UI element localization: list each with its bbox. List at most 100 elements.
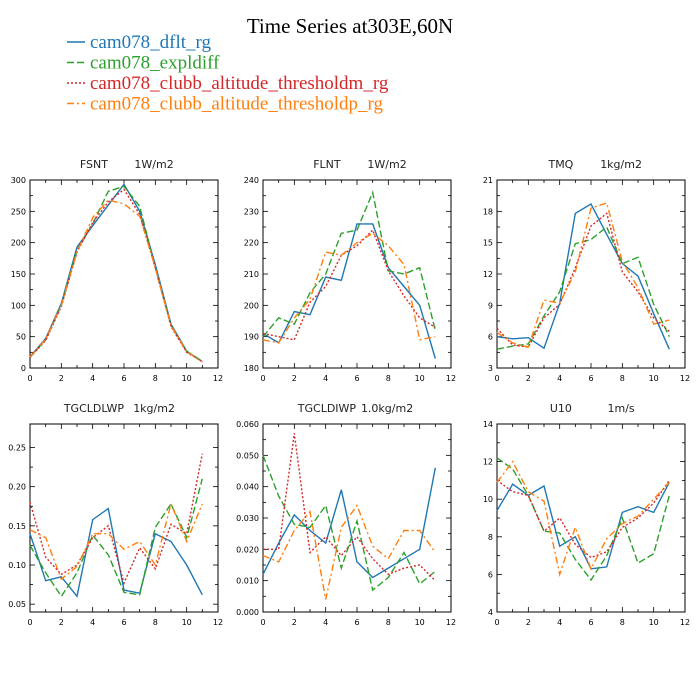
y-tick-label: 3 bbox=[488, 364, 493, 373]
series-line bbox=[496, 479, 670, 559]
chart-panels: FSNT 1W/m20 2 4 6 8 10 12050100150200250300FLNT… bbox=[8, 158, 690, 627]
x-tick-label: 10 bbox=[649, 374, 659, 383]
y-tick-label: 21 bbox=[483, 176, 493, 185]
panel-title: U10 bbox=[550, 402, 572, 415]
y-tick-label: 240 bbox=[244, 176, 259, 185]
y-tick-label: 0.050 bbox=[236, 451, 259, 460]
y-tick-label: 250 bbox=[11, 207, 26, 216]
y-tick-label: 0.030 bbox=[236, 514, 259, 523]
series-line bbox=[29, 453, 203, 586]
y-tick-label: 50 bbox=[16, 333, 26, 342]
x-tick-label: 2 bbox=[59, 618, 64, 627]
x-tick-label: 6 bbox=[588, 618, 593, 627]
y-tick-label: 0.000 bbox=[236, 608, 259, 617]
x-tick-label: 12 bbox=[446, 618, 456, 627]
panel-units: 1.0kg/m2 bbox=[361, 402, 413, 415]
series-line bbox=[29, 507, 203, 598]
y-tick-label: 0.25 bbox=[8, 444, 26, 453]
x-tick-label: 10 bbox=[182, 374, 192, 383]
y-tick-label: 6 bbox=[488, 570, 493, 579]
x-tick-label: 10 bbox=[649, 618, 659, 627]
series-line bbox=[262, 455, 436, 592]
series-line bbox=[262, 467, 436, 579]
x-tick-label: 0 bbox=[27, 618, 32, 627]
x-tick-label: 4 bbox=[323, 374, 328, 383]
y-tick-label: 190 bbox=[244, 333, 259, 342]
x-tick-label: 2 bbox=[526, 374, 531, 383]
y-tick-label: 8 bbox=[488, 533, 493, 542]
x-tick-label: 6 bbox=[354, 618, 359, 627]
x-tick-label: 12 bbox=[213, 374, 223, 383]
y-tick-label: 0.05 bbox=[8, 600, 26, 609]
x-tick-label: 0 bbox=[260, 374, 265, 383]
legend-label: cam078_dflt_rg bbox=[90, 32, 212, 53]
y-tick-label: 230 bbox=[244, 207, 259, 216]
x-tick-label: 10 bbox=[182, 618, 192, 627]
series-line bbox=[496, 212, 670, 348]
series-line bbox=[496, 202, 670, 348]
series-line bbox=[262, 190, 436, 338]
x-tick-label: 6 bbox=[121, 618, 126, 627]
legend-label: cam078_clubb_altitude_thresholdp_rg bbox=[90, 94, 384, 115]
panel-tmq: TMQ 1kg/m2 0 2 4 6 8 10 12 3 6 9 12 15 18 21 bbox=[483, 158, 690, 383]
x-tick-label: 8 bbox=[153, 374, 158, 383]
y-tick-label: 100 bbox=[11, 301, 26, 310]
series-line bbox=[496, 457, 670, 582]
y-tick-label: 0.020 bbox=[236, 545, 259, 554]
y-tick-label: 0.20 bbox=[8, 483, 26, 492]
x-tick-label: 10 bbox=[415, 374, 425, 383]
x-tick-label: 8 bbox=[620, 374, 625, 383]
y-tick-label: 0.060 bbox=[236, 420, 259, 429]
y-tick-label: 14 bbox=[483, 420, 493, 429]
x-tick-label: 0 bbox=[27, 374, 32, 383]
x-tick-label: 2 bbox=[526, 618, 531, 627]
y-tick-label: 300 bbox=[11, 176, 26, 185]
panel-tgcldiwp: TGCLDIWP 1.0kg/m2 0 2 4 6 8 10 12 0.000 0.010 0.020… bbox=[236, 402, 456, 627]
y-tick-label: 150 bbox=[11, 270, 26, 279]
x-tick-label: 12 bbox=[680, 374, 690, 383]
panel-units: 1m/s bbox=[608, 402, 635, 415]
y-tick-label: 12 bbox=[483, 270, 493, 279]
y-tick-label: 12 bbox=[483, 458, 493, 467]
x-tick-label: 4 bbox=[90, 618, 95, 627]
x-tick-label: 4 bbox=[323, 618, 328, 627]
panel-units: 1W/m2 bbox=[367, 158, 406, 171]
series-line bbox=[496, 460, 670, 578]
y-tick-label: 0 bbox=[21, 364, 26, 373]
legend-label: cam078_clubb_altitude_thresholdm_rg bbox=[90, 73, 389, 94]
series-line bbox=[496, 481, 670, 570]
x-tick-label: 0 bbox=[494, 374, 499, 383]
panel-u10: U10 1m/s 0 2 4 6 8 10 12 4 6 8 10 12 14 bbox=[483, 402, 690, 627]
plot-frame bbox=[29, 179, 219, 369]
panel-units: 1kg/m2 bbox=[600, 158, 642, 171]
legend-label: cam078_expldiff bbox=[90, 53, 220, 74]
y-tick-label: 0.010 bbox=[236, 577, 259, 586]
x-tick-label: 4 bbox=[90, 374, 95, 383]
x-tick-label: 4 bbox=[557, 618, 562, 627]
series-line bbox=[262, 228, 436, 341]
x-tick-label: 8 bbox=[620, 618, 625, 627]
panel-units: 1W/m2 bbox=[134, 158, 173, 171]
x-tick-label: 12 bbox=[213, 618, 223, 627]
x-tick-label: 6 bbox=[588, 374, 593, 383]
y-tick-label: 4 bbox=[488, 608, 493, 617]
panel-title: FSNT bbox=[80, 158, 108, 171]
series-line bbox=[496, 203, 670, 350]
panel-fsnt: FSNT 1W/m2 0 2 4 6 8 10 12 0 50 100 150 200 250 300 bbox=[11, 158, 223, 383]
panel-units: 1kg/m2 bbox=[133, 402, 175, 415]
series-line bbox=[263, 433, 436, 582]
y-tick-label: 9 bbox=[488, 301, 493, 310]
x-tick-label: 2 bbox=[292, 374, 297, 383]
y-tick-label: 210 bbox=[244, 270, 259, 279]
x-tick-label: 8 bbox=[386, 374, 391, 383]
series-line bbox=[29, 199, 203, 363]
y-tick-label: 0.15 bbox=[8, 522, 26, 531]
y-tick-label: 220 bbox=[244, 239, 259, 248]
panel-title: FLNT bbox=[313, 158, 341, 171]
series-line bbox=[262, 504, 436, 600]
x-tick-label: 8 bbox=[386, 618, 391, 627]
x-tick-label: 2 bbox=[292, 618, 297, 627]
x-tick-label: 8 bbox=[153, 618, 158, 627]
x-tick-label: 12 bbox=[446, 374, 456, 383]
